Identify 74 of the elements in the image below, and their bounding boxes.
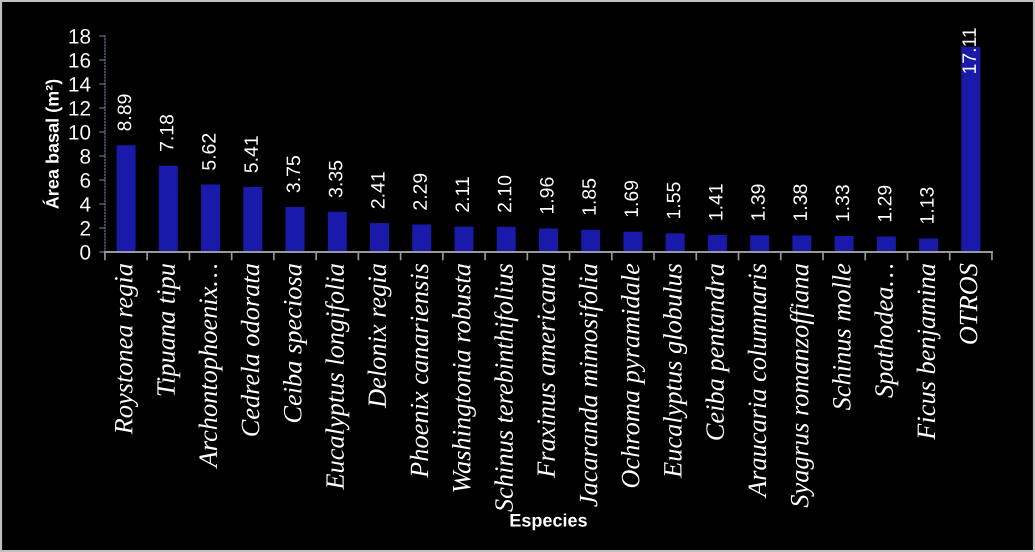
bar [496, 226, 516, 252]
x-tick-label: Ceiba speciosa [283, 264, 307, 423]
bar [369, 223, 389, 252]
x-tick-label: Ceiba pentandra [705, 264, 730, 440]
data-label: 1.55 [666, 182, 681, 219]
y-tick-label: 14 [69, 77, 91, 92]
bar [623, 231, 643, 252]
bar [454, 226, 474, 252]
bar [707, 235, 727, 252]
x-tick-label: Spathodea… [874, 264, 899, 398]
x-tick-label: Schinus molle [832, 263, 851, 411]
x-tick-label: Archontophoenix… [198, 264, 223, 469]
bar [834, 236, 854, 252]
data-label: 2.10 [497, 175, 512, 212]
y-tick-label: 8 [80, 148, 91, 164]
x-tick-label: Delonix regia [367, 264, 392, 409]
bar [243, 187, 263, 252]
bar [876, 236, 896, 252]
data-label: 5.62 [201, 133, 216, 170]
data-label: 7.18 [159, 114, 174, 151]
bar [285, 206, 305, 252]
x-tick-label: Eucalyptus globulus [663, 263, 688, 479]
bar [581, 229, 601, 252]
y-tick-label: 0 [80, 244, 91, 260]
bar [792, 235, 812, 252]
x-tick-label: Roystonea regia [114, 264, 139, 435]
data-label: 8.89 [117, 94, 132, 131]
bar [116, 145, 136, 252]
x-tick-label: Cedrela odorata [240, 264, 260, 436]
data-label: 2.29 [413, 173, 427, 210]
bar [750, 235, 770, 252]
x-tick-label: Washingtonia robusta [452, 264, 476, 492]
x-tick-label: Fraxinus americana [537, 264, 556, 478]
data-label: 1.38 [793, 184, 808, 221]
data-label: 5.41 [244, 136, 258, 173]
data-label: 1.41 [709, 184, 723, 220]
x-tick-label: Jacaranda mimosifolia [578, 264, 603, 507]
data-label: 1.39 [751, 184, 765, 220]
y-tick-label: 6 [80, 172, 91, 188]
data-label: 2.11 [455, 177, 469, 212]
x-tick-label: Phoenix canariensis [409, 263, 429, 478]
data-label: 17.11 [962, 28, 976, 73]
data-label: 1.96 [539, 177, 554, 214]
x-axis-title: Especies [510, 513, 587, 531]
bar [919, 238, 939, 252]
x-tick-label: Syagrus romanzoffiana [789, 264, 815, 508]
y-tick-label: 4 [79, 197, 91, 212]
y-tick-label: 16 [69, 52, 91, 68]
data-label: 1.33 [835, 185, 850, 221]
data-label: 1.29 [877, 185, 892, 222]
y-tick-label: 18 [69, 28, 91, 44]
x-tick-label: Araucaria columnaris [747, 263, 767, 499]
x-tick-label: Tipuana tipu [157, 264, 181, 396]
bar [412, 224, 432, 252]
y-axis-title: Área basal (m²) [42, 79, 63, 209]
y-tick-label: 2 [80, 220, 91, 236]
bar [327, 211, 347, 252]
data-label: 3.35 [328, 160, 343, 198]
x-tick-label: Ochroma pyramidale [620, 263, 645, 488]
data-label: 2.41 [370, 172, 385, 209]
x-tick-label: OTROS [959, 263, 978, 344]
x-tick-label: Schinus terebinthifolius [494, 263, 519, 512]
bar [538, 228, 558, 252]
bar [665, 233, 685, 252]
y-tick-label: 12 [69, 100, 91, 116]
data-label: 1.13 [920, 187, 934, 224]
bar [158, 165, 178, 252]
data-label: 1.69 [624, 180, 639, 217]
y-tick-label: 10 [69, 124, 91, 140]
data-label: 3.75 [286, 156, 301, 193]
x-tick-label: Eucalyptus longifolia [325, 264, 350, 490]
bar [201, 184, 221, 252]
x-tick-label: Ficus benjamina [916, 264, 941, 440]
data-label: 1.85 [582, 178, 596, 215]
